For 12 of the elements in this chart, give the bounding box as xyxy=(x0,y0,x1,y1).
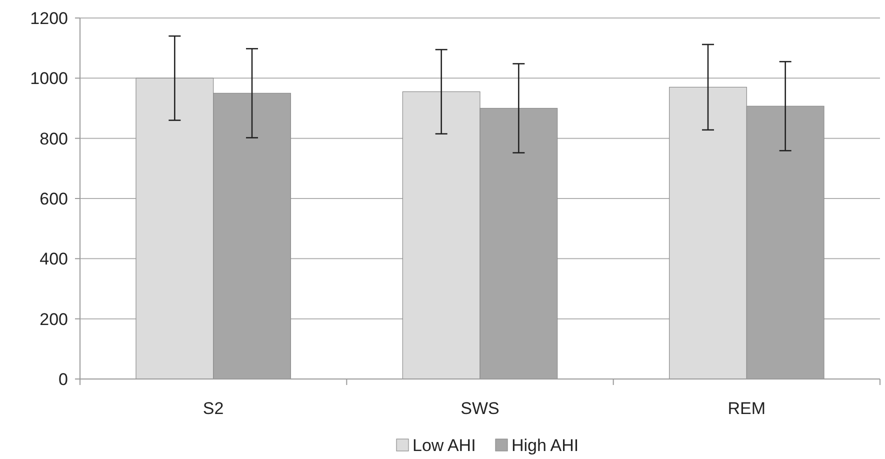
y-tick-label: 600 xyxy=(40,189,68,208)
legend-label: High AHI xyxy=(512,436,579,455)
y-tick-label: 400 xyxy=(40,250,68,269)
legend-label: Low AHI xyxy=(412,436,476,455)
y-tick-label: 0 xyxy=(58,370,68,389)
y-tick-label: 1200 xyxy=(30,8,68,28)
y-tick-label: 1000 xyxy=(30,69,68,88)
y-tick-label: 200 xyxy=(40,310,68,329)
y-tick-label: 800 xyxy=(40,129,68,148)
x-tick-label: REM xyxy=(728,399,766,418)
x-tick-label: S2 xyxy=(202,399,224,418)
x-tick-label: SWS xyxy=(460,399,500,418)
